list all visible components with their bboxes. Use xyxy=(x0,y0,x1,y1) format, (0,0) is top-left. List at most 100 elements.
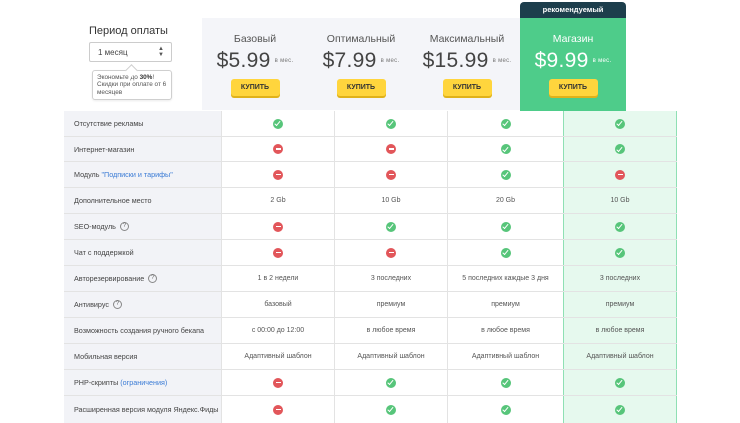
period-select[interactable]: 1 месяц ▲ ▼ xyxy=(89,42,172,62)
select-arrows-icon: ▲ ▼ xyxy=(158,46,164,58)
feature-cell: 20 Gb xyxy=(447,188,563,213)
feature-cell xyxy=(221,396,334,423)
feature-label: Мобильная версия xyxy=(74,352,138,361)
feature-row: Возможность создания ручного бекапа с 00:… xyxy=(64,318,677,344)
feature-cell xyxy=(447,240,563,265)
feature-value: в любое время xyxy=(595,327,645,334)
check-icon xyxy=(615,144,625,154)
feature-label: Отсутствие рекламы xyxy=(74,119,144,128)
feature-row: Отсутствие рекламы xyxy=(64,111,677,137)
minus-icon xyxy=(273,377,283,388)
feature-link[interactable]: "Подписки и тарифы" xyxy=(101,170,173,179)
feature-cell: 5 последних каждые 3 дня xyxy=(447,266,563,291)
feature-value: 20 Gb xyxy=(495,197,516,204)
feature-cell xyxy=(334,111,447,136)
check-icon xyxy=(500,144,511,154)
feature-label: Антивирус xyxy=(74,300,109,309)
feature-value: премиум xyxy=(376,301,406,308)
feature-cell: 2 Gb xyxy=(221,188,334,213)
feature-label: Чат с поддержкой xyxy=(74,248,134,257)
feature-label: Расширенная версия модуля Яндекс.Фиды xyxy=(74,405,219,414)
feature-row: Мобильная версия Адаптивный шаблон Адаптив… xyxy=(64,344,677,370)
feature-cell xyxy=(334,214,447,239)
buy-button-basic[interactable]: КУПИТЬ xyxy=(230,79,280,96)
tooltip-text: Экономьте до xyxy=(97,74,140,81)
feature-label: Авторезервирование xyxy=(74,274,145,283)
feature-cell: с 00:00 до 12:00 xyxy=(221,318,334,343)
feature-cell: в любое время xyxy=(334,318,447,343)
discount-tooltip: Экономьте до 30%! Скидки при оплате от 6… xyxy=(92,70,172,100)
feature-name: Авторезервирование? xyxy=(64,266,221,291)
feature-value: 3 последних xyxy=(599,275,641,282)
check-icon xyxy=(500,221,511,232)
feature-value: Адаптивный шаблон xyxy=(471,353,540,360)
check-icon xyxy=(615,221,625,232)
help-icon[interactable]: ? xyxy=(119,222,129,231)
feature-row: Антивирус? базовый премиум премиум премиум xyxy=(64,292,677,318)
buy-button-maximal[interactable]: КУПИТЬ xyxy=(442,79,492,96)
feature-name: PHP-скрипты (ограничения) xyxy=(64,370,221,395)
feature-value: 10 Gb xyxy=(610,197,630,204)
check-icon xyxy=(273,118,283,129)
feature-cell xyxy=(447,162,563,187)
help-icon[interactable]: ? xyxy=(112,300,122,309)
feature-cell: премиум xyxy=(334,292,447,317)
feature-cell: 10 Gb xyxy=(334,188,447,213)
feature-name: Интернет-магазин xyxy=(64,137,221,161)
feature-label: PHP-скрипты xyxy=(74,378,121,387)
check-icon xyxy=(386,221,396,232)
check-icon xyxy=(615,377,625,388)
feature-name: Модуль "Подписки и тарифы" xyxy=(64,162,221,187)
check-icon xyxy=(500,169,511,180)
feature-cell xyxy=(447,137,563,161)
plan-period: в мес. xyxy=(274,58,294,65)
check-icon xyxy=(500,404,511,415)
feature-cell xyxy=(334,162,447,187)
feature-cell xyxy=(221,370,334,395)
plan-period: в мес. xyxy=(492,58,512,65)
feature-label: SEO-модуль xyxy=(74,222,116,231)
feature-cell xyxy=(447,111,563,136)
feature-name: Чат с поддержкой xyxy=(64,240,221,265)
plan-period: в мес. xyxy=(592,58,612,65)
feature-label: Дополнительное место xyxy=(74,196,152,205)
feature-link[interactable]: (ограничения) xyxy=(120,378,168,387)
feature-value: Адаптивный шаблон xyxy=(586,353,654,360)
feature-row: PHP-скрипты (ограничения) xyxy=(64,370,677,396)
minus-icon xyxy=(386,144,396,154)
feature-row: Расширенная версия модуля Яндекс.Фиды xyxy=(64,396,677,423)
plan-card-maximal: Максимальный $15.99 в мес. КУПИТЬ xyxy=(414,18,520,110)
minus-icon xyxy=(615,169,625,180)
feature-cell: 10 Gb xyxy=(563,188,677,213)
feature-value: премиум xyxy=(605,301,635,308)
plan-name: Базовый xyxy=(233,33,277,45)
feature-row: Интернет-магазин xyxy=(64,137,677,162)
feature-cell xyxy=(563,214,677,239)
feature-cell xyxy=(447,396,563,423)
feature-value: Адаптивный шаблон xyxy=(357,353,425,360)
feature-cell: Адаптивный шаблон xyxy=(447,344,563,369)
check-icon xyxy=(386,118,396,129)
buy-button-shop[interactable]: КУПИТЬ xyxy=(548,79,598,96)
buy-button-optimal[interactable]: КУПИТЬ xyxy=(336,79,386,96)
feature-value: 3 последних xyxy=(370,275,412,282)
minus-icon xyxy=(273,144,283,154)
feature-value: 10 Gb xyxy=(381,197,401,204)
feature-cell xyxy=(221,137,334,161)
minus-icon xyxy=(273,247,283,258)
feature-name: Дополнительное место xyxy=(64,188,221,213)
feature-cell xyxy=(334,137,447,161)
plan-card-basic: Базовый $5.99 в мес. КУПИТЬ xyxy=(202,18,308,110)
feature-cell: 1 в 2 недели xyxy=(221,266,334,291)
check-icon xyxy=(615,247,625,258)
feature-row: SEO-модуль? xyxy=(64,214,677,240)
tooltip-percent: 30% xyxy=(139,74,153,81)
help-icon[interactable]: ? xyxy=(148,274,158,283)
minus-icon xyxy=(273,169,283,180)
feature-cell: 3 последних xyxy=(334,266,447,291)
feature-cell xyxy=(221,162,334,187)
minus-icon xyxy=(386,247,396,258)
feature-label: Модуль xyxy=(74,170,102,179)
feature-value: Адаптивный шаблон xyxy=(244,353,312,360)
plan-name: Максимальный xyxy=(429,33,505,45)
